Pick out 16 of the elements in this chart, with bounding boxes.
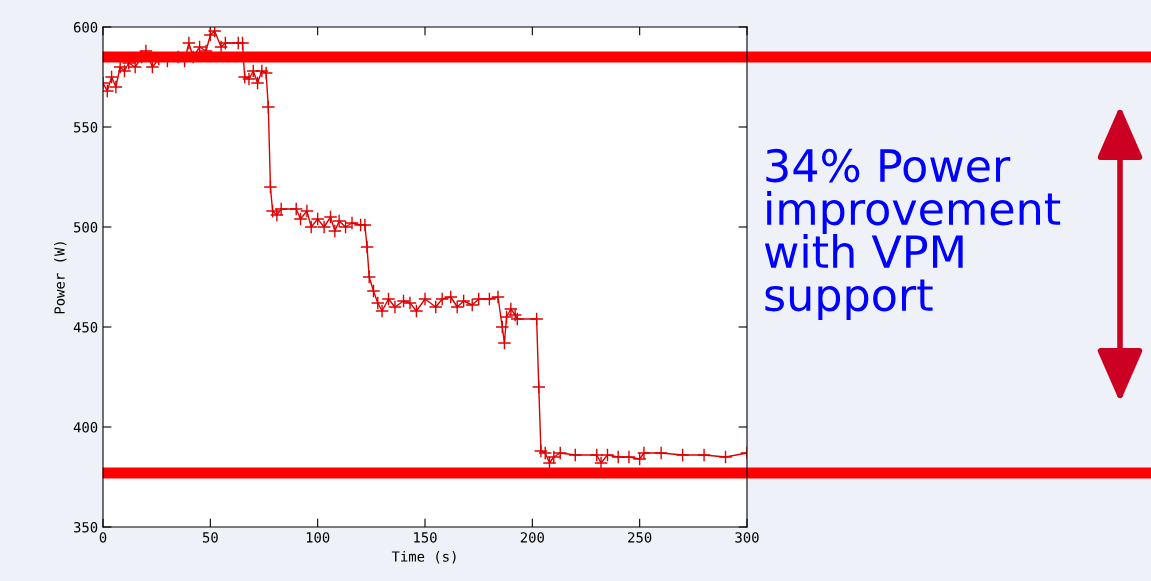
y-tick-label: 350: [73, 522, 98, 533]
x-tick-label: 200: [520, 532, 544, 543]
y-tick-label: 500: [74, 222, 98, 233]
y-tick-label: 400: [73, 422, 98, 433]
y-tick-label: 450: [73, 322, 98, 333]
x-tick-label: 250: [628, 532, 652, 543]
y-axis-title: Power (W): [54, 242, 67, 314]
x-tick-label: 100: [306, 532, 330, 543]
x-tick-label: 0: [99, 532, 107, 543]
x-tick-label: 300: [735, 532, 759, 543]
text: 34% Power improvement with VPM support: [764, 148, 1061, 321]
x-tick-label: 50: [202, 532, 218, 543]
x-tick-label: 150: [414, 532, 437, 543]
x-axis-title: Time (s): [391, 551, 456, 564]
y-tick-label: 600: [73, 22, 98, 33]
y-tick-label: 550: [74, 122, 98, 133]
